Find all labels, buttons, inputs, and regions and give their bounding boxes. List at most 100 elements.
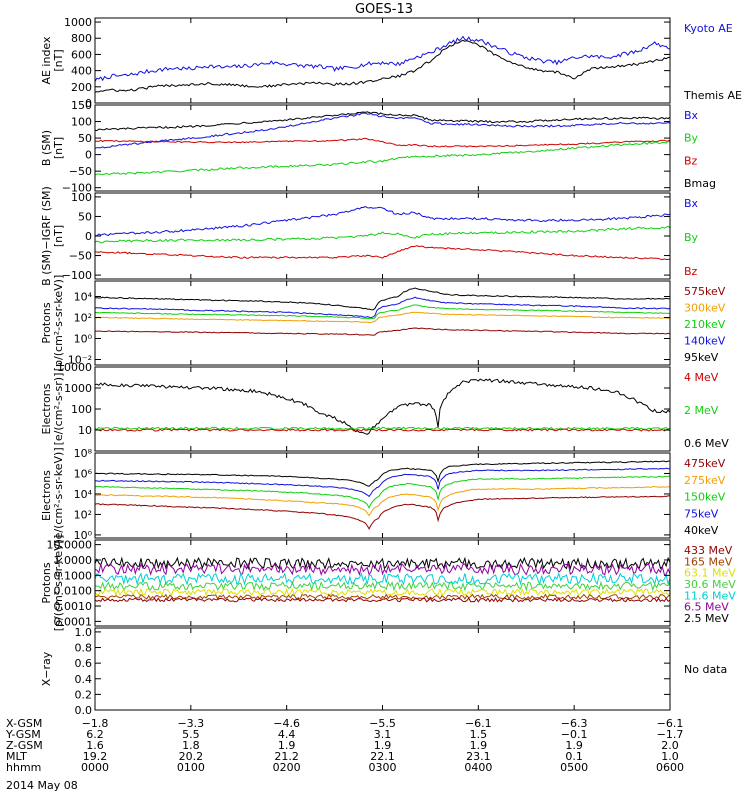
y-axis-label: [nT] xyxy=(52,137,65,159)
legend-entry: No data xyxy=(684,663,727,676)
panel-frame xyxy=(94,104,671,192)
x-row-value: 1.6 xyxy=(86,739,104,752)
x-row-label: X-GSM xyxy=(6,717,42,730)
legend-entry: 75keV xyxy=(684,507,719,520)
panel-bsm: −100 −50 0 50 100 150 B (SM) [nT] Bx By Bz Bmag xyxy=(40,99,716,195)
series-bsm-1 xyxy=(94,112,671,149)
panel-frame xyxy=(94,17,671,104)
x-row-value: 0000 xyxy=(81,761,109,774)
x-row-value: 0400 xyxy=(464,761,492,774)
x-row-value: 1.9 xyxy=(470,739,488,752)
panel-electrons2: 10⁰ 10² 10⁴ 10⁶ 10⁸ Electrons [e/(cm²-s-sr-keV… xyxy=(40,447,726,544)
series-protons-3 xyxy=(94,311,671,323)
legend-entry: 11.6 MeV xyxy=(684,589,736,602)
y-tick-label: −100 xyxy=(62,182,92,195)
legend-entry: 433 MeV xyxy=(684,544,733,557)
x-row-value: 1.0 xyxy=(661,750,679,763)
x-row-value: 21.2 xyxy=(274,750,299,763)
y-tick-label: 1.0000 xyxy=(54,554,93,567)
series-protons2-0 xyxy=(94,556,671,571)
legend-entry: 210keV xyxy=(684,318,726,331)
series-ae-0 xyxy=(94,35,671,82)
x-row-value: 1.8 xyxy=(182,739,200,752)
x-row-value: 0100 xyxy=(177,761,205,774)
x-row-value: −5.5 xyxy=(369,717,396,730)
y-tick-label: 800 xyxy=(71,32,92,45)
legend-entry: 165 MeV xyxy=(684,555,733,568)
x-row-value: 5.5 xyxy=(182,728,200,741)
y-tick-label: 600 xyxy=(71,48,92,61)
y-tick-label: 10⁰ xyxy=(74,529,93,542)
y-tick-label: −50 xyxy=(69,250,92,263)
y-tick-label: −100 xyxy=(62,269,92,282)
series-electrons1-2 xyxy=(94,428,671,432)
series-protons-0 xyxy=(95,287,671,311)
y-tick-label: −50 xyxy=(69,165,92,178)
x-row-value: −4.6 xyxy=(273,717,300,730)
legend-entry: 300keV xyxy=(684,302,726,315)
legend-entry: Bz xyxy=(684,265,698,278)
series-protons-4 xyxy=(94,327,671,336)
x-row-value: 4.4 xyxy=(278,728,296,741)
panel-bigrf: −100 −50 0 50 100 B (SM)−IGRF (SM) [nT] Bx By Bz xyxy=(40,186,699,286)
x-row-value: −6.1 xyxy=(657,717,684,730)
y-tick-label: 50 xyxy=(78,132,92,145)
panel-electrons1: 10 100 1000 10000 Electrons [e/(cm²-s-sr)] 4 M… xyxy=(40,361,729,452)
panel-ae: 0 200 400 600 800 1000 AE index [nT] Kyoto AE The… xyxy=(40,16,742,110)
x-row-value: 0500 xyxy=(560,761,588,774)
x-row-value: 0600 xyxy=(656,761,684,774)
legend-entry: 6.5 MeV xyxy=(684,601,729,614)
y-tick-label: 200 xyxy=(71,81,92,94)
panel-frame xyxy=(94,627,671,711)
y-tick-label: 10⁶ xyxy=(74,467,93,480)
legend-entry: 30.6 MeV xyxy=(684,578,736,591)
series-bigrf-1 xyxy=(94,225,671,244)
x-row-value: 0300 xyxy=(369,761,397,774)
x-row-value: −6.3 xyxy=(561,717,588,730)
series-protons2-3 xyxy=(94,580,671,592)
x-row-value: 3.1 xyxy=(374,728,392,741)
x-row-value: 19.2 xyxy=(83,750,108,763)
panel-frame xyxy=(94,452,671,539)
y-tick-label: 100 xyxy=(71,403,92,416)
series-protons2-2 xyxy=(94,571,671,586)
legend-entry: 150keV xyxy=(684,491,726,504)
y-axis-label: [nT] xyxy=(52,225,65,247)
y-tick-label: 10⁰ xyxy=(74,333,93,346)
y-tick-label: 1.0 xyxy=(75,626,93,639)
x-row-value: −0.1 xyxy=(561,728,588,741)
panel-frame xyxy=(94,280,671,366)
legend-entry: 2.5 MeV xyxy=(684,612,729,625)
y-tick-label: 10.0000 xyxy=(47,539,93,552)
x-row-value: 1.5 xyxy=(470,728,488,741)
series-bsm-0 xyxy=(94,111,671,132)
y-axis-label: Electrons xyxy=(40,470,53,521)
y-tick-label: 100 xyxy=(71,116,92,129)
series-electrons2-4 xyxy=(94,495,671,530)
y-tick-label: 10⁸ xyxy=(74,447,93,460)
y-axis-label: Protons xyxy=(40,562,53,603)
legend-entry: Kyoto AE xyxy=(684,22,733,35)
y-tick-label: 0.1000 xyxy=(54,569,93,582)
y-axis-label: B (SM)−IGRF (SM) xyxy=(40,186,53,286)
y-tick-label: 10⁻² xyxy=(68,354,92,367)
panel-protons: 10⁻² 10⁰ 10² 10⁴ Protons [p/(cm²-s-sr-keV)] 57… xyxy=(40,275,726,372)
series-electrons1-0 xyxy=(94,378,671,435)
x-row-value: 2.0 xyxy=(661,739,679,752)
y-tick-label: 0 xyxy=(85,97,92,110)
series-electrons1-1 xyxy=(94,426,671,431)
series-protons2-6 xyxy=(94,597,671,603)
legend-entry: 40keV xyxy=(684,524,719,537)
y-tick-label: 10² xyxy=(74,312,92,325)
y-tick-label: 10⁴ xyxy=(74,291,93,304)
x-axis-rows: X-GSM −1.8 −3.3 −4.6 −5.5 −6.1 −6.3 −6.1 Y-GSM 6.… xyxy=(5,717,684,774)
series-protons-1 xyxy=(94,296,671,319)
series-electrons2-1 xyxy=(94,467,671,498)
y-tick-label: 0 xyxy=(85,230,92,243)
y-tick-label: 0.0010 xyxy=(54,600,93,613)
y-tick-label: 10 xyxy=(78,424,92,437)
x-row-value: 6.2 xyxy=(86,728,104,741)
series-protons2-4 xyxy=(94,587,671,597)
x-row-value: −1.8 xyxy=(82,717,109,730)
x-row-value: 0200 xyxy=(273,761,301,774)
